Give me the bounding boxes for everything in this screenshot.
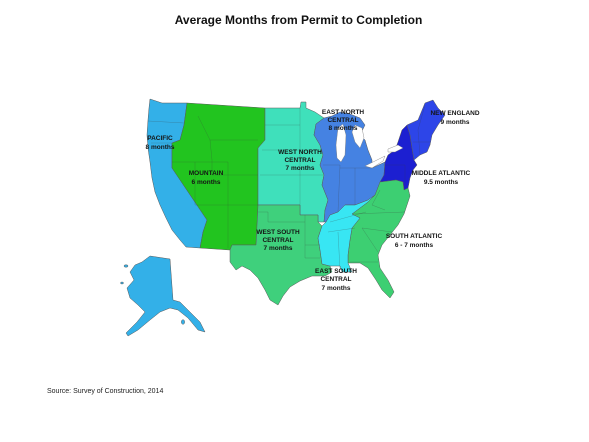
label-west-north-central: WEST NORTH CENTRAL 7 months [278,149,322,172]
label-mountain: MOUNTAIN 6 months [189,170,224,186]
label-wnc-months: 7 months [286,165,315,172]
label-ma-name: MIDDLE ATLANTIC [412,170,471,177]
label-esc-name-1: EAST SOUTH [315,268,357,275]
label-wsc-months: 7 months [264,245,293,252]
label-pacific-name: PACIFIC [147,135,173,142]
label-south-atlantic: SOUTH ATLANTIC 6 - 7 months [386,233,443,249]
label-wnc-name-2: CENTRAL [284,157,315,164]
state-borders [147,104,430,271]
label-esc-months: 7 months [322,285,351,292]
alaska-island [120,281,124,285]
label-enc-months: 8 months [329,125,358,132]
source-note: Source: Survey of Construction, 2014 [47,388,164,395]
label-wnc-name-1: WEST NORTH [278,149,322,156]
label-ne-name: NEW ENGLAND [430,110,479,117]
label-mountain-name: MOUNTAIN [189,170,224,177]
label-new-england: NEW ENGLAND 9 months [430,110,479,126]
label-sa-name: SOUTH ATLANTIC [386,233,443,240]
region-east-south-central [317,194,376,273]
lake-ontario [387,144,404,153]
lake-erie [364,155,386,169]
label-middle-atlantic: MIDDLE ATLANTIC 9.5 months [412,170,471,186]
label-esc-name-2: CENTRAL [320,276,351,283]
label-ne-months: 9 months [441,119,470,126]
region-west-south-central [229,204,333,306]
label-wsc-name-1: WEST SOUTH [256,229,300,236]
label-sa-months: 6 - 7 months [395,242,434,249]
lake-huron [351,124,365,149]
label-pacific: PACIFIC 8 months [146,135,175,151]
label-east-north-central: EAST NORTH CENTRAL 8 months [322,109,365,132]
region-alaska [125,255,206,337]
lake-michigan [335,123,347,163]
label-enc-name-2: CENTRAL [327,117,358,124]
label-wsc-name-2: CENTRAL [262,237,293,244]
label-enc-name-1: EAST NORTH [322,109,365,116]
label-west-south-central: WEST SOUTH CENTRAL 7 months [256,229,300,252]
alaska-island [181,319,185,325]
label-pacific-months: 8 months [146,144,175,151]
page-title: Average Months from Permit to Completion [174,13,423,27]
label-ma-months: 9.5 months [424,179,459,186]
alaska-island [123,264,129,268]
region-new-england [406,99,446,161]
label-east-south-central: EAST SOUTH CENTRAL 7 months [315,268,357,292]
label-mountain-months: 6 months [192,179,221,186]
